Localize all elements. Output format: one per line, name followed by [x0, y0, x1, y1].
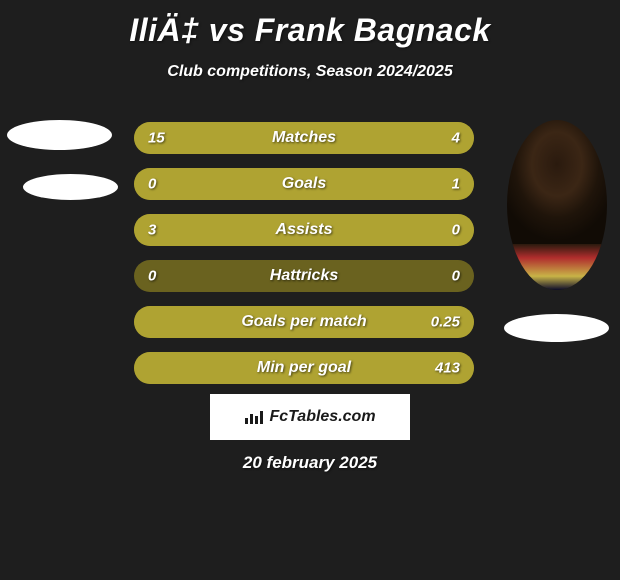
- bar-left-value: 3: [148, 222, 156, 239]
- bar-right-value: 0.25: [431, 314, 460, 331]
- bar-label: Goals: [282, 175, 326, 193]
- attribution-box: FcTables.com: [210, 394, 410, 440]
- bar-right-value: 1: [452, 176, 460, 193]
- bar-label: Assists: [276, 221, 333, 239]
- date-label: 20 february 2025: [243, 453, 377, 473]
- player-right-avatar: [500, 120, 615, 340]
- player-left-avatar: [5, 120, 115, 280]
- stat-bar-min_per_goal: 413 Min per goal: [134, 352, 474, 384]
- bar-left-value: 0: [148, 268, 156, 285]
- stat-bar-matches: 15 4 Matches: [134, 122, 474, 154]
- bar-right-value: 413: [435, 360, 460, 377]
- stat-bar-goals_per_match: 0.25 Goals per match: [134, 306, 474, 338]
- bar-right-value: 0: [452, 222, 460, 239]
- bar-right-fill: [403, 122, 474, 154]
- bar-left-fill: [134, 122, 403, 154]
- stat-bar-goals: 0 1 Goals: [134, 168, 474, 200]
- avatar-shadow: [504, 314, 609, 342]
- comparison-infographic: IliÄ‡ vs Frank Bagnack Club competitions…: [0, 0, 620, 580]
- bar-label: Min per goal: [257, 359, 351, 377]
- stats-bar-chart: 15 4 Matches 0 1 Goals 3 0 Assists 0 0 Hattricks 0.2…: [134, 122, 474, 398]
- bar-label: Hattricks: [270, 267, 338, 285]
- bar-label: Goals per match: [241, 313, 366, 331]
- bar-right-value: 0: [452, 268, 460, 285]
- bar-right-value: 4: [452, 130, 460, 147]
- stat-bar-hattricks: 0 0 Hattricks: [134, 260, 474, 292]
- bar-left-value: 0: [148, 176, 156, 193]
- player-right-photo: [507, 120, 607, 290]
- attribution-text: FcTables.com: [269, 408, 375, 426]
- bar-right-fill: [192, 168, 474, 200]
- attribution-label: FcTables.com: [244, 408, 375, 426]
- page-subtitle: Club competitions, Season 2024/2025: [0, 63, 620, 81]
- avatar-placeholder-shape: [7, 120, 112, 150]
- chart-bars-icon: [244, 409, 266, 425]
- page-title: IliÄ‡ vs Frank Bagnack: [0, 0, 620, 49]
- avatar-placeholder-shape: [23, 174, 118, 200]
- bar-label: Matches: [272, 129, 336, 147]
- bar-left-value: 15: [148, 130, 165, 147]
- bar-left-fill: [134, 168, 192, 200]
- stat-bar-assists: 3 0 Assists: [134, 214, 474, 246]
